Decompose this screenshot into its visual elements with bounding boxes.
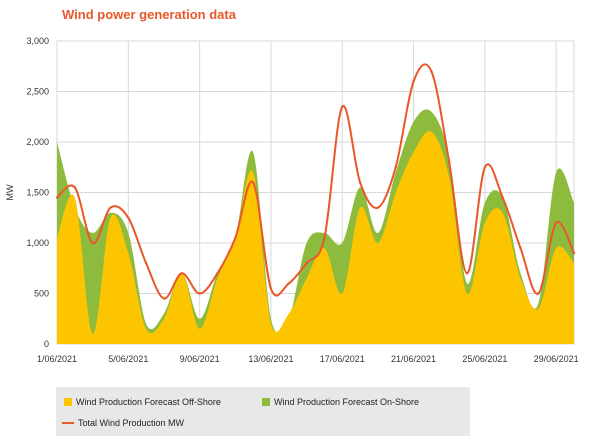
y-tick-label: 1,500 — [26, 188, 49, 198]
total-data-point — [394, 166, 397, 169]
x-tick-label: 29/06/2021 — [534, 354, 579, 364]
total-data-point — [448, 161, 451, 164]
y-tick-label: 2,000 — [26, 137, 49, 147]
x-tick-label: 1/06/2021 — [37, 354, 77, 364]
total-data-point — [483, 166, 487, 169]
legend-label-total: Total Wind Production MW — [78, 418, 185, 428]
total-data-point — [537, 292, 540, 295]
total-data-point — [430, 70, 433, 73]
total-data-point — [323, 236, 326, 240]
total-data-point — [572, 251, 576, 255]
chart-plot: 0 500 1,000 1,500 2,000 2,500 3,000 1/06/2021 5/… — [5, 36, 579, 364]
total-data-point — [109, 206, 112, 209]
total-data-point — [269, 287, 273, 290]
y-tick-label: 0 — [44, 339, 49, 349]
y-tick-label: 2,500 — [26, 87, 49, 97]
total-data-point — [234, 236, 237, 240]
legend-item-offshore: Wind Production Forecast Off-Shore — [64, 397, 221, 407]
total-data-point — [501, 196, 504, 199]
total-data-point — [519, 246, 522, 250]
total-data-point — [216, 272, 219, 275]
y-tick-label: 500 — [34, 289, 49, 299]
chart-title: Wind power generation data — [62, 7, 236, 22]
x-tick-label: 13/06/2021 — [248, 354, 293, 364]
total-data-point — [251, 181, 255, 184]
area-offshore-series — [57, 131, 574, 344]
legend-swatch-total — [62, 422, 74, 424]
total-data-point — [554, 221, 558, 224]
y-tick-label: 1,000 — [26, 238, 49, 248]
x-tick-label: 5/06/2021 — [108, 354, 148, 364]
total-data-point — [287, 282, 290, 285]
legend-swatch-onshore — [262, 398, 270, 406]
total-data-point — [465, 272, 469, 275]
legend-item-total: Total Wind Production MW — [62, 418, 184, 428]
total-data-point — [305, 262, 308, 265]
total-data-point — [55, 196, 59, 199]
legend-label-offshore: Wind Production Forecast Off-Shore — [76, 397, 221, 407]
total-data-point — [198, 292, 201, 295]
x-tick-label: 9/06/2021 — [180, 354, 220, 364]
legend-item-onshore: Wind Production Forecast On-Shore — [262, 397, 419, 407]
total-data-point — [180, 272, 183, 275]
total-data-point — [127, 216, 130, 219]
x-tick-label: 17/06/2021 — [320, 354, 365, 364]
total-data-point — [341, 105, 344, 108]
y-tick-label: 3,000 — [26, 36, 49, 46]
total-data-point — [376, 206, 380, 209]
total-data-point — [73, 186, 77, 189]
legend-swatch-offshore — [64, 398, 72, 406]
chart-legend: Wind Production Forecast Off-Shore Wind … — [56, 387, 470, 436]
total-data-point — [358, 181, 362, 184]
total-data-point — [91, 241, 94, 245]
total-data-point — [144, 262, 148, 265]
x-tick-label: 25/06/2021 — [462, 354, 507, 364]
legend-label-onshore: Wind Production Forecast On-Shore — [274, 397, 420, 407]
x-tick-label: 21/06/2021 — [391, 354, 436, 364]
y-axis-title: MW — [5, 184, 15, 200]
total-data-point — [412, 80, 415, 83]
total-data-point — [162, 297, 166, 300]
